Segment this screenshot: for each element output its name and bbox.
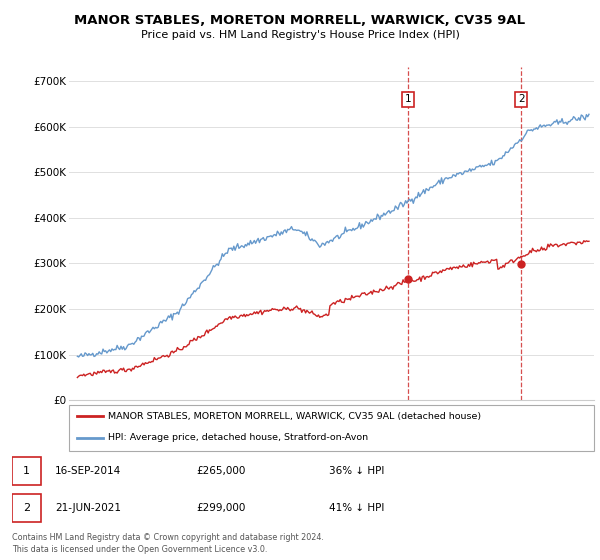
Text: Contains HM Land Registry data © Crown copyright and database right 2024.
This d: Contains HM Land Registry data © Crown c… [12, 533, 324, 554]
Text: 36% ↓ HPI: 36% ↓ HPI [329, 466, 384, 477]
Text: HPI: Average price, detached house, Stratford-on-Avon: HPI: Average price, detached house, Stra… [109, 433, 368, 442]
Text: £299,000: £299,000 [196, 503, 245, 512]
Text: 21-JUN-2021: 21-JUN-2021 [55, 503, 121, 512]
FancyBboxPatch shape [12, 458, 41, 486]
Text: 2: 2 [518, 94, 524, 104]
Text: 16-SEP-2014: 16-SEP-2014 [55, 466, 121, 477]
Text: 1: 1 [405, 94, 412, 104]
Text: 41% ↓ HPI: 41% ↓ HPI [329, 503, 384, 512]
FancyBboxPatch shape [69, 405, 594, 451]
FancyBboxPatch shape [12, 494, 41, 522]
Text: 2: 2 [23, 503, 30, 512]
Text: MANOR STABLES, MORETON MORRELL, WARWICK, CV35 9AL: MANOR STABLES, MORETON MORRELL, WARWICK,… [74, 14, 526, 27]
Text: £265,000: £265,000 [196, 466, 245, 477]
Text: 1: 1 [23, 466, 30, 477]
Text: MANOR STABLES, MORETON MORRELL, WARWICK, CV35 9AL (detached house): MANOR STABLES, MORETON MORRELL, WARWICK,… [109, 412, 482, 421]
Text: Price paid vs. HM Land Registry's House Price Index (HPI): Price paid vs. HM Land Registry's House … [140, 30, 460, 40]
